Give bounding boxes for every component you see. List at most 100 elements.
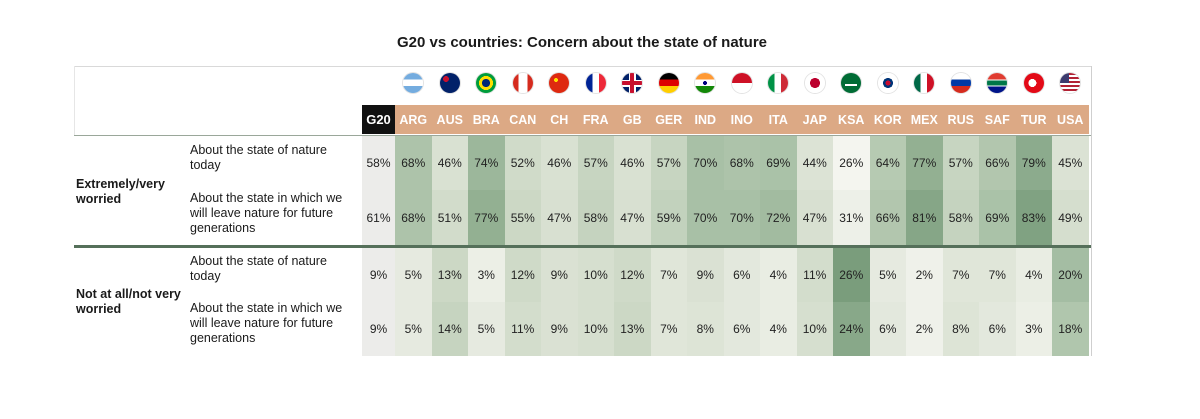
france-flag-icon (585, 73, 606, 93)
row-label-today-not-worried: About the state of nature today (190, 254, 327, 283)
table-cell-r2-aus: 51% (431, 190, 468, 245)
table-cell-r1-arg: 68% (395, 136, 432, 190)
table-cell-r1-kor: 64% (869, 136, 906, 190)
table-cell-r3-fra: 10% (577, 248, 614, 302)
table-cell-r2-tur: 83% (1015, 190, 1052, 245)
table-cell-r1-ita: 69% (760, 136, 797, 190)
table-left-border (74, 66, 75, 136)
table-cell-r4-can: 11% (504, 302, 541, 356)
column-header-ita: ITA (768, 112, 788, 127)
table-cell-r2-ch: 47% (541, 190, 578, 245)
column-header-aus: AUS (436, 112, 463, 127)
table-cell-r1-jap: 44% (796, 136, 833, 190)
table-top-border (74, 66, 1092, 67)
table-cell-r3-aus: 13% (431, 248, 468, 302)
table-cell-r2-ino: 70% (723, 190, 760, 245)
table-cell-r2-saf: 69% (979, 190, 1016, 245)
table-cell-r3-ino: 6% (723, 248, 760, 302)
table-cell-r3-ksa: 26% (833, 248, 870, 302)
column-header-ksa: KSA (838, 112, 865, 127)
table-cell-r4-arg: 5% (395, 302, 432, 356)
japan-flag-icon (804, 73, 825, 93)
table-cell-r1-ino: 68% (723, 136, 760, 190)
table-cell-r4-mex: 2% (906, 302, 943, 356)
table-cell-r3-tur: 4% (1015, 248, 1052, 302)
column-header-rus: RUS (947, 112, 974, 127)
table-cell-r2-gb: 47% (614, 190, 651, 245)
table-cell-r4-ger: 7% (650, 302, 687, 356)
usa-flag-icon (1060, 73, 1081, 93)
table-cell-r1-aus: 46% (431, 136, 468, 190)
column-header-bra: BRA (472, 112, 500, 127)
column-header-jap: JAP (802, 112, 827, 127)
column-header-tur: TUR (1020, 112, 1047, 127)
table-cell-r4-ind: 8% (687, 302, 724, 356)
table-cell-r1-ind: 70% (687, 136, 724, 190)
table-cell-r4-fra: 10% (577, 302, 614, 356)
table-cell-r3-saf: 7% (979, 248, 1016, 302)
table-cell-r1-bra: 74% (468, 136, 505, 190)
column-header-ino: INO (730, 112, 753, 127)
table-cell-r2-arg: 68% (395, 190, 432, 245)
column-header-ind: IND (694, 112, 717, 127)
table-cell-r2-kor: 66% (869, 190, 906, 245)
table-cell-r1-ch: 46% (541, 136, 578, 190)
table-cell-r3-g20: 9% (362, 248, 395, 302)
table-cell-r1-usa: 45% (1052, 136, 1089, 190)
table-cell-r4-g20: 9% (362, 302, 395, 356)
table-cell-r2-rus: 58% (942, 190, 979, 245)
table-cell-r2-jap: 47% (796, 190, 833, 245)
column-header-saf: SAF (984, 112, 1010, 127)
saudi-arabia-flag-icon (841, 73, 862, 93)
table-cell-r3-ger: 7% (650, 248, 687, 302)
table-cell-r2-ger: 59% (650, 190, 687, 245)
group-label-not-worried: Not at all/not very worried (76, 287, 181, 316)
table-cell-r1-g20: 58% (362, 136, 395, 190)
table-cell-r3-arg: 5% (395, 248, 432, 302)
row-label-today-worried: About the state of nature today (190, 143, 327, 172)
column-header-arg: ARG (399, 112, 428, 127)
brazil-flag-icon (476, 73, 497, 93)
table-cell-r3-gb: 12% (614, 248, 651, 302)
indonesia-flag-icon (731, 73, 752, 93)
table-cell-r1-ksa: 26% (833, 136, 870, 190)
table-cell-r2-mex: 81% (906, 190, 943, 245)
table-cell-r3-can: 12% (504, 248, 541, 302)
column-header-ger: GER (655, 112, 683, 127)
table-cell-r4-saf: 6% (979, 302, 1016, 356)
table-cell-r3-mex: 2% (906, 248, 943, 302)
column-header-can: CAN (509, 112, 537, 127)
table-cell-r4-bra: 5% (468, 302, 505, 356)
table-cell-r4-kor: 6% (869, 302, 906, 356)
table-cell-r4-jap: 10% (796, 302, 833, 356)
table-cell-r1-rus: 57% (942, 136, 979, 190)
column-header-g20: G20 (362, 105, 395, 134)
south-korea-flag-icon (877, 73, 898, 93)
column-header-mex: MEX (910, 112, 938, 127)
table-cell-r2-ind: 70% (687, 190, 724, 245)
argentina-flag-icon (403, 73, 424, 93)
table-cell-r3-kor: 5% (869, 248, 906, 302)
germany-flag-icon (658, 73, 679, 93)
table-cell-r1-mex: 77% (906, 136, 943, 190)
column-header-fra: FRA (582, 112, 609, 127)
column-header-gb: GB (622, 112, 642, 127)
table-cell-r2-ksa: 31% (833, 190, 870, 245)
table-cell-r3-ind: 9% (687, 248, 724, 302)
table-cell-r1-saf: 66% (979, 136, 1016, 190)
table-cell-r1-can: 52% (504, 136, 541, 190)
chart-title: G20 vs countries: Concern about the stat… (396, 34, 768, 51)
table-cell-r4-aus: 14% (431, 302, 468, 356)
table-cell-r4-usa: 18% (1052, 302, 1089, 356)
australia-flag-icon (439, 73, 460, 93)
table-cell-r3-usa: 20% (1052, 248, 1089, 302)
south-africa-flag-icon (987, 73, 1008, 93)
table-cell-r4-ita: 4% (760, 302, 797, 356)
table-cell-r3-ita: 4% (760, 248, 797, 302)
china-flag-icon (549, 73, 570, 93)
table-cell-r1-fra: 57% (577, 136, 614, 190)
column-header-ch: CH (550, 112, 569, 127)
table-cell-r2-fra: 58% (577, 190, 614, 245)
column-header-band (395, 105, 1089, 134)
table-cell-r2-can: 55% (504, 190, 541, 245)
